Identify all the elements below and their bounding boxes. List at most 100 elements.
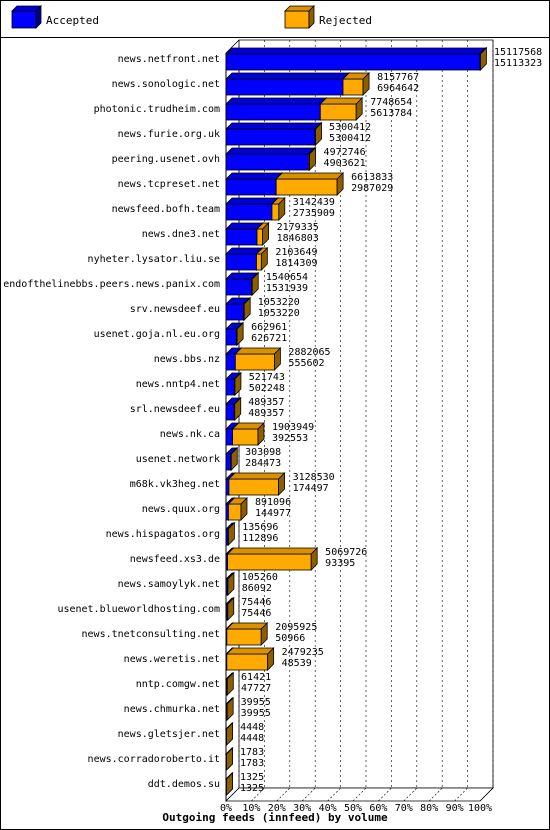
value-label-accepted: 50966	[275, 633, 305, 644]
category-label: news.samoylyk.net	[118, 579, 220, 590]
value-label-accepted: 2735909	[293, 208, 335, 219]
category-label: usenet.network	[136, 454, 220, 465]
value-label-accepted: 112896	[242, 533, 278, 544]
category-label: news.quux.org	[142, 504, 220, 515]
bar-rejected	[225, 697, 235, 721]
value-label-accepted: 39955	[241, 708, 271, 719]
category-label: srv.newsdeef.eu	[130, 304, 220, 315]
value-label-accepted: 1325	[240, 783, 264, 794]
value-label-accepted: 502248	[249, 383, 285, 394]
value-label-offered: 2095925	[275, 622, 317, 633]
bar-accepted	[225, 97, 328, 121]
bar-rejected	[226, 572, 235, 596]
category-label: photonic.trudheim.com	[94, 104, 220, 115]
value-label-accepted: 48539	[282, 658, 312, 669]
category-label: news.dne3.net	[142, 229, 220, 240]
category-label: news.nntp4.net	[136, 379, 220, 390]
value-label-accepted: 1783	[240, 758, 264, 769]
value-label-accepted: 2987029	[351, 183, 393, 194]
legend-label: Accepted	[46, 14, 99, 27]
grid-floor-line	[352, 787, 367, 802]
value-label-offered: 1325	[240, 772, 264, 783]
category-label: news.sonologic.net	[112, 79, 220, 90]
value-label-accepted: 1531939	[266, 283, 308, 294]
value-label-accepted: 1814309	[275, 258, 317, 269]
value-label-offered: 105260	[242, 572, 278, 583]
bar-rejected	[256, 222, 270, 246]
bar-accepted	[225, 197, 279, 221]
value-label-offered: 3142439	[293, 197, 335, 208]
bar-rejected	[250, 272, 260, 296]
value-label-accepted: 1846803	[277, 233, 319, 244]
bar-rejected	[235, 322, 245, 346]
category-label: news.netfront.net	[118, 54, 220, 65]
grid-floor-line	[454, 787, 468, 802]
bar-group: endofthelinebbs.peers.news.panix.com 1540…	[3, 272, 308, 296]
chart-title: Outgoing feeds (innfeed) by volume	[162, 811, 388, 824]
category-label: srl.newsdeef.eu	[130, 404, 220, 415]
value-label-offered: 135696	[242, 522, 278, 533]
category-label: newsfeed.bofh.team	[112, 204, 220, 215]
category-label: news.corradoroberto.it	[88, 754, 220, 765]
legend: Accepted Rejected	[11, 5, 372, 29]
value-label-offered: 5300412	[329, 122, 371, 133]
category-label: news.tcpreset.net	[118, 179, 220, 190]
value-label-offered: 1540654	[266, 272, 308, 283]
bar-rejected	[271, 197, 286, 221]
value-label-accepted: 489357	[248, 408, 284, 419]
grid-floor-line	[403, 787, 418, 802]
grid-floor-line	[276, 787, 291, 802]
bar-rejected	[225, 647, 275, 671]
value-label-accepted: 284473	[245, 458, 281, 469]
value-label-accepted: 4903621	[324, 158, 366, 169]
x-tick-label: 90%	[446, 803, 464, 814]
bar-rejected	[314, 122, 323, 146]
bar-rejected	[234, 347, 282, 371]
value-label-offered: 75446	[241, 597, 271, 608]
value-label-offered: 3128530	[293, 472, 335, 483]
value-label-accepted: 5613784	[370, 108, 412, 119]
bar-rejected	[225, 722, 234, 746]
bar-accepted	[225, 122, 323, 146]
value-label-offered: 4972746	[324, 147, 366, 158]
value-label-offered: 61421	[241, 672, 271, 683]
grid-floor-line	[378, 787, 392, 802]
value-label-accepted: 75446	[241, 608, 271, 619]
bar-rejected	[229, 447, 239, 471]
category-label: news.furie.org.uk	[118, 129, 220, 140]
category-label: news.weretis.net	[124, 654, 220, 665]
value-label-offered: 2179335	[277, 222, 319, 233]
grid-floor-line	[251, 787, 265, 802]
bar-rejected	[233, 372, 242, 396]
x-tick-label: 40%	[319, 803, 337, 814]
value-label-offered: 1783	[240, 747, 264, 758]
bar-rejected	[226, 522, 236, 546]
value-label-offered: 2479235	[282, 647, 324, 658]
x-tick-label: 80%	[420, 803, 438, 814]
value-label-accepted: 144977	[255, 508, 291, 519]
plot-edge	[225, 39, 240, 54]
x-tick-label: 50%	[344, 803, 362, 814]
value-label-accepted: 174497	[293, 483, 329, 494]
